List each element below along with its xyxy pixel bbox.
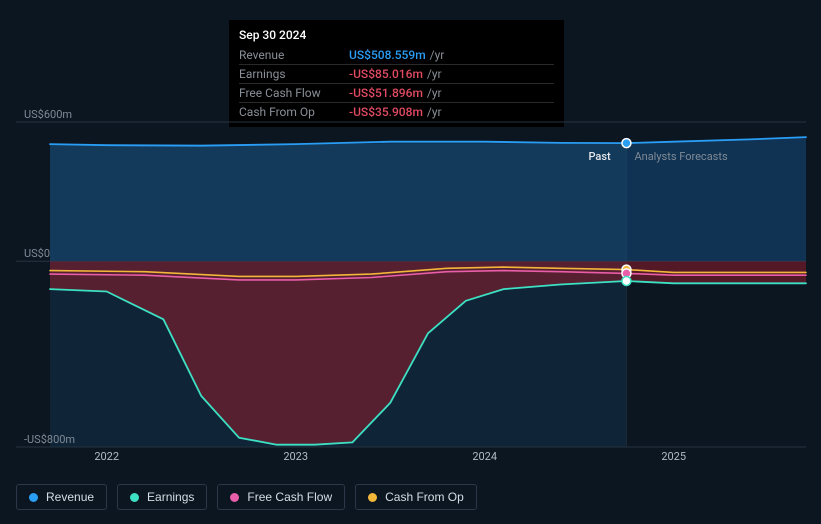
x-axis-label: 2022 [94,450,119,463]
legend-label: Cash From Op [385,490,464,504]
past-label: Past [588,150,610,163]
chart-svg [16,122,806,447]
chart-legend: Revenue Earnings Free Cash Flow Cash From O… [16,484,477,510]
legend-label: Revenue [46,490,94,504]
legend-item-earnings[interactable]: Earnings [117,484,207,510]
chart-tooltip: Sep 30 2024 RevenueUS$508.559m/yrEarning… [229,20,564,127]
financials-chart: Past Analysts Forecasts US$600mUS$0-US$8… [16,122,806,447]
legend-dot [29,493,38,502]
legend-item-revenue[interactable]: Revenue [16,484,107,510]
tooltip-row-value: -US$35.908m/yr [349,103,554,122]
legend-label: Earnings [147,490,194,504]
tooltip-row-value: -US$51.896m/yr [349,84,554,103]
legend-dot [230,493,239,502]
tooltip-row-label: Free Cash Flow [239,84,349,103]
legend-label: Free Cash Flow [247,490,332,504]
legend-dot [368,493,377,502]
x-axis-label: 2023 [283,450,308,463]
y-axis-label: US$0 [24,247,50,260]
y-axis-label: US$600m [24,108,72,121]
legend-item-cash-from-op[interactable]: Cash From Op [355,484,477,510]
tooltip-row-label: Cash From Op [239,103,349,122]
tooltip-row: RevenueUS$508.559m/yr [239,46,554,65]
legend-item-free-cash-flow[interactable]: Free Cash Flow [217,484,345,510]
x-axis-label: 2025 [661,450,686,463]
tooltip-row-value: -US$85.016m/yr [349,65,554,84]
tooltip-table: RevenueUS$508.559m/yrEarnings-US$85.016m… [239,46,554,121]
x-axis: 2022 2023 2024 2025 [16,450,806,470]
tooltip-row-label: Revenue [239,46,349,65]
tooltip-date: Sep 30 2024 [239,28,554,42]
tooltip-row: Earnings-US$85.016m/yr [239,65,554,84]
tooltip-row: Free Cash Flow-US$51.896m/yr [239,84,554,103]
x-axis-label: 2024 [472,450,497,463]
forecast-label: Analysts Forecasts [634,150,727,163]
tooltip-row-label: Earnings [239,65,349,84]
tooltip-row: Cash From Op-US$35.908m/yr [239,103,554,122]
y-axis-label: -US$800m [24,433,75,446]
legend-dot [130,493,139,502]
tooltip-row-value: US$508.559m/yr [349,46,554,65]
